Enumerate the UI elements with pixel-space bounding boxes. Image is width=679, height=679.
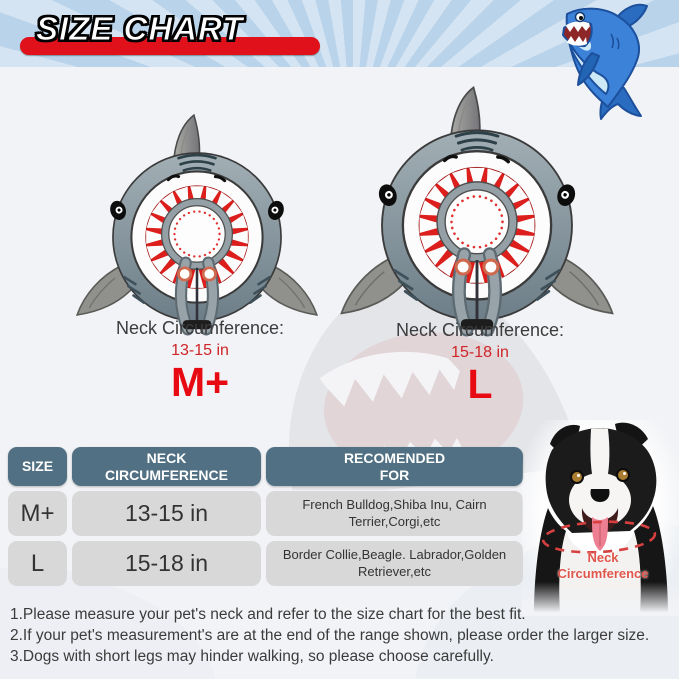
header-line: CIRCUMFERENCE xyxy=(105,466,228,483)
page-title: SIZE CHART xyxy=(35,10,244,48)
page-title-group: SIZE CHART xyxy=(20,4,340,64)
header-line: FOR xyxy=(379,466,410,483)
table-row-l-neck: 15-18 in xyxy=(72,541,261,586)
title-underline-bar xyxy=(20,37,320,55)
shark-mascot-icon xyxy=(562,3,648,120)
size-value: L xyxy=(467,361,493,407)
table-row-m-neck: 13-15 in xyxy=(72,491,261,536)
product-caption-l: Neck Circumference: 15-18 in L xyxy=(340,320,620,405)
size-value: M+ xyxy=(170,359,230,405)
note-2: 2.If your pet's measurement's are at the… xyxy=(10,627,650,644)
column-header-size: SIZE xyxy=(8,447,67,486)
sizing-notes: 1.Please measure your pet's neck and ref… xyxy=(10,604,674,667)
table-row-m-recommended: French Bulldog,Shiba Inu, Cairn Terrier,… xyxy=(266,491,523,536)
neck-range-value: 13-15 in xyxy=(171,342,229,359)
header-line: SIZE xyxy=(21,458,54,475)
size-table: SIZE NECK CIRCUMFERENCE RECOMENDED FOR M… xyxy=(8,447,523,586)
neck-measure-dashed-ellipse xyxy=(541,520,657,554)
neck-range-value: 15-18 in xyxy=(451,344,509,361)
dog-photo: Neck Circumference xyxy=(522,420,679,616)
neck-circumference-label: Neck Circumference: xyxy=(115,318,285,338)
table-row-l-recommended: Border Collie,Beagle. Labrador,Golden Re… xyxy=(266,541,523,586)
photo-fade xyxy=(522,582,679,616)
column-header-recommended-for: RECOMENDED FOR xyxy=(266,447,523,486)
table-row-m-size: M+ xyxy=(8,491,67,536)
border-collie-illustration xyxy=(534,422,668,614)
note-1: 1.Please measure your pet's neck and ref… xyxy=(10,606,526,623)
header-line: NECK xyxy=(146,449,187,466)
product-caption-m-plus: Neck Circumference: 13-15 in M+ xyxy=(60,318,340,403)
neck-circumference-label: Neck Circumference: xyxy=(395,320,565,340)
table-row-l-size: L xyxy=(8,541,67,586)
column-header-neck-circumference: NECK CIRCUMFERENCE xyxy=(72,447,261,486)
dog-neck-annotation: Neck Circumference xyxy=(557,550,649,582)
header-line: RECOMENDED xyxy=(343,449,446,466)
note-3: 3.Dogs with short legs may hinder walkin… xyxy=(10,648,494,665)
